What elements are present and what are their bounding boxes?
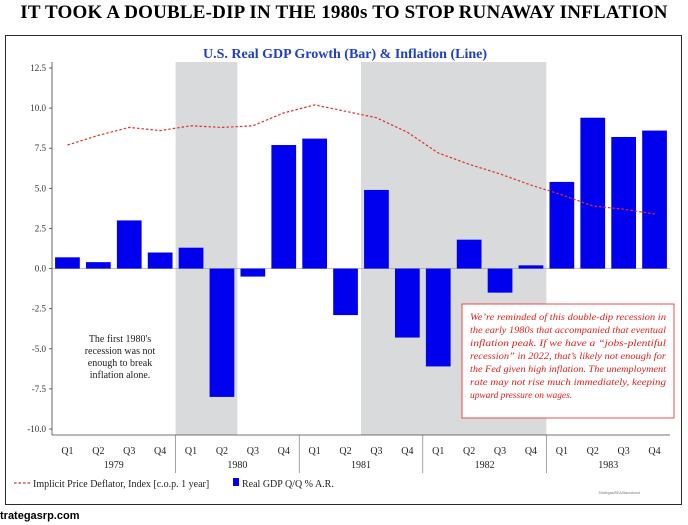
gdp-bar-11	[364, 189, 389, 269]
y-tick-label: 12.5	[30, 63, 46, 73]
left-note-line: recession was not	[85, 346, 156, 357]
gdp-bar-20	[642, 130, 667, 269]
gdp-bar-14	[456, 239, 482, 269]
gdp-bar-5	[178, 247, 204, 269]
x-tick-label: Q2	[339, 446, 351, 457]
x-tick-label: Q1	[432, 446, 444, 457]
gdp-bar-6	[209, 268, 235, 397]
x-tick-label: Q1	[556, 446, 568, 457]
x-tick-label: Q4	[278, 446, 290, 457]
gdp-bar-8	[271, 145, 297, 269]
x-tick-label: Q2	[587, 446, 599, 457]
gdp-bar-1	[55, 257, 80, 269]
legend: Implicit Price Deflator, Index [c.o.p. 1…	[14, 478, 334, 490]
y-tick-label: 7.5	[35, 143, 47, 153]
x-tick-label: Q4	[525, 446, 537, 457]
gdp-bar-2	[85, 262, 111, 269]
legend-label-gdp: Real GDP Q/Q % A.R.	[242, 479, 334, 490]
axes: 12.5 10.0 7.5 5.0 2.5 0.0 -2.5 -5.0 -7.5 -10.0 Q1 Q…	[27, 62, 670, 473]
headline: IT TOOK A DOUBLE-DIP IN THE 1980s TO STO…	[20, 2, 668, 23]
chart-frame	[5, 35, 682, 505]
x-tick-label: Q4	[648, 446, 660, 457]
legend-bar-swatch	[233, 478, 239, 486]
source-note: Strategas/BEA/Macrobond	[599, 491, 640, 495]
gdp-bar-4	[147, 252, 173, 269]
left-note-line: enough to break	[88, 358, 152, 369]
right-note-line: We’re reminded of this double-dip recess…	[470, 312, 666, 323]
x-tick-label: Q3	[494, 446, 506, 457]
inflation-line	[67, 104, 655, 215]
x-tick-label: Q2	[92, 446, 104, 457]
right-note-line: rate may not rise much immediately, keep…	[470, 378, 666, 388]
gdp-bar-3	[116, 220, 142, 269]
right-note-line: the Fed given high inflation. The unempl…	[470, 364, 666, 375]
y-tick-label: -2.5	[32, 304, 47, 314]
x-tick-label: Q3	[247, 446, 259, 457]
x-year-label: 1983	[598, 460, 618, 471]
x-tick-label: Q3	[618, 446, 630, 457]
right-note-line: inflation peak. If we have a “jobs-plent…	[470, 338, 666, 349]
gdp-bar-9	[302, 138, 328, 269]
x-tick-label: Q2	[216, 446, 228, 457]
gdp-bar-10	[333, 268, 358, 316]
right-note-box	[461, 303, 675, 419]
gdp-bar-12	[394, 268, 420, 338]
gdp-bar-19	[611, 136, 637, 269]
y-tick-label: 2.5	[35, 223, 47, 233]
left-note-line: inflation alone.	[90, 370, 151, 381]
gdp-bar-16	[518, 265, 544, 269]
gdp-bar-7	[240, 268, 266, 277]
gdp-bar-17	[549, 181, 575, 269]
x-tick-label: Q3	[370, 446, 382, 457]
x-tick-label: Q1	[185, 446, 197, 457]
y-tick-label: -5.0	[32, 344, 47, 354]
gdp-bars	[55, 117, 667, 397]
x-tick-label: Q4	[401, 446, 413, 457]
footer-url: trategasrp.com	[0, 510, 80, 522]
x-year-label: 1982	[475, 460, 495, 471]
left-note-line: The first 1980's	[89, 334, 151, 345]
y-tick-label: 10.0	[30, 103, 46, 113]
gdp-bar-13	[425, 268, 451, 367]
x-tick-label: Q1	[309, 446, 321, 457]
chart: 12.5 10.0 7.5 5.0 2.5 0.0 -2.5 -5.0 -7.5 -10.0 Q1 Q…	[14, 47, 675, 495]
gdp-bar-18	[580, 117, 606, 269]
x-tick-label: Q4	[154, 446, 166, 457]
right-note-line: recession” in 2022, that’s likely not en…	[470, 351, 666, 362]
x-year-label: 1980	[227, 460, 247, 471]
inflation-series-line	[67, 104, 655, 215]
chart-title: U.S. Real GDP Growth (Bar) & Inflation (…	[203, 47, 487, 62]
right-note-line: the early 1980s that accompanied that ev…	[470, 326, 666, 336]
x-year-label: 1981	[351, 460, 371, 471]
x-year-label: 1979	[104, 460, 124, 471]
y-tick-label: 5.0	[35, 183, 47, 193]
x-tick-label: Q1	[61, 446, 73, 457]
y-tick-label: 0.0	[35, 264, 47, 274]
y-tick-label: -10.0	[27, 424, 46, 434]
y-tick-label: -7.5	[32, 384, 47, 394]
right-note-line: upward pressure on wages.	[470, 391, 572, 401]
legend-label-inflation: Implicit Price Deflator, Index [c.o.p. 1…	[33, 479, 209, 490]
x-tick-label: Q3	[123, 446, 135, 457]
gdp-bar-15	[487, 268, 513, 293]
x-tick-label: Q2	[463, 446, 475, 457]
